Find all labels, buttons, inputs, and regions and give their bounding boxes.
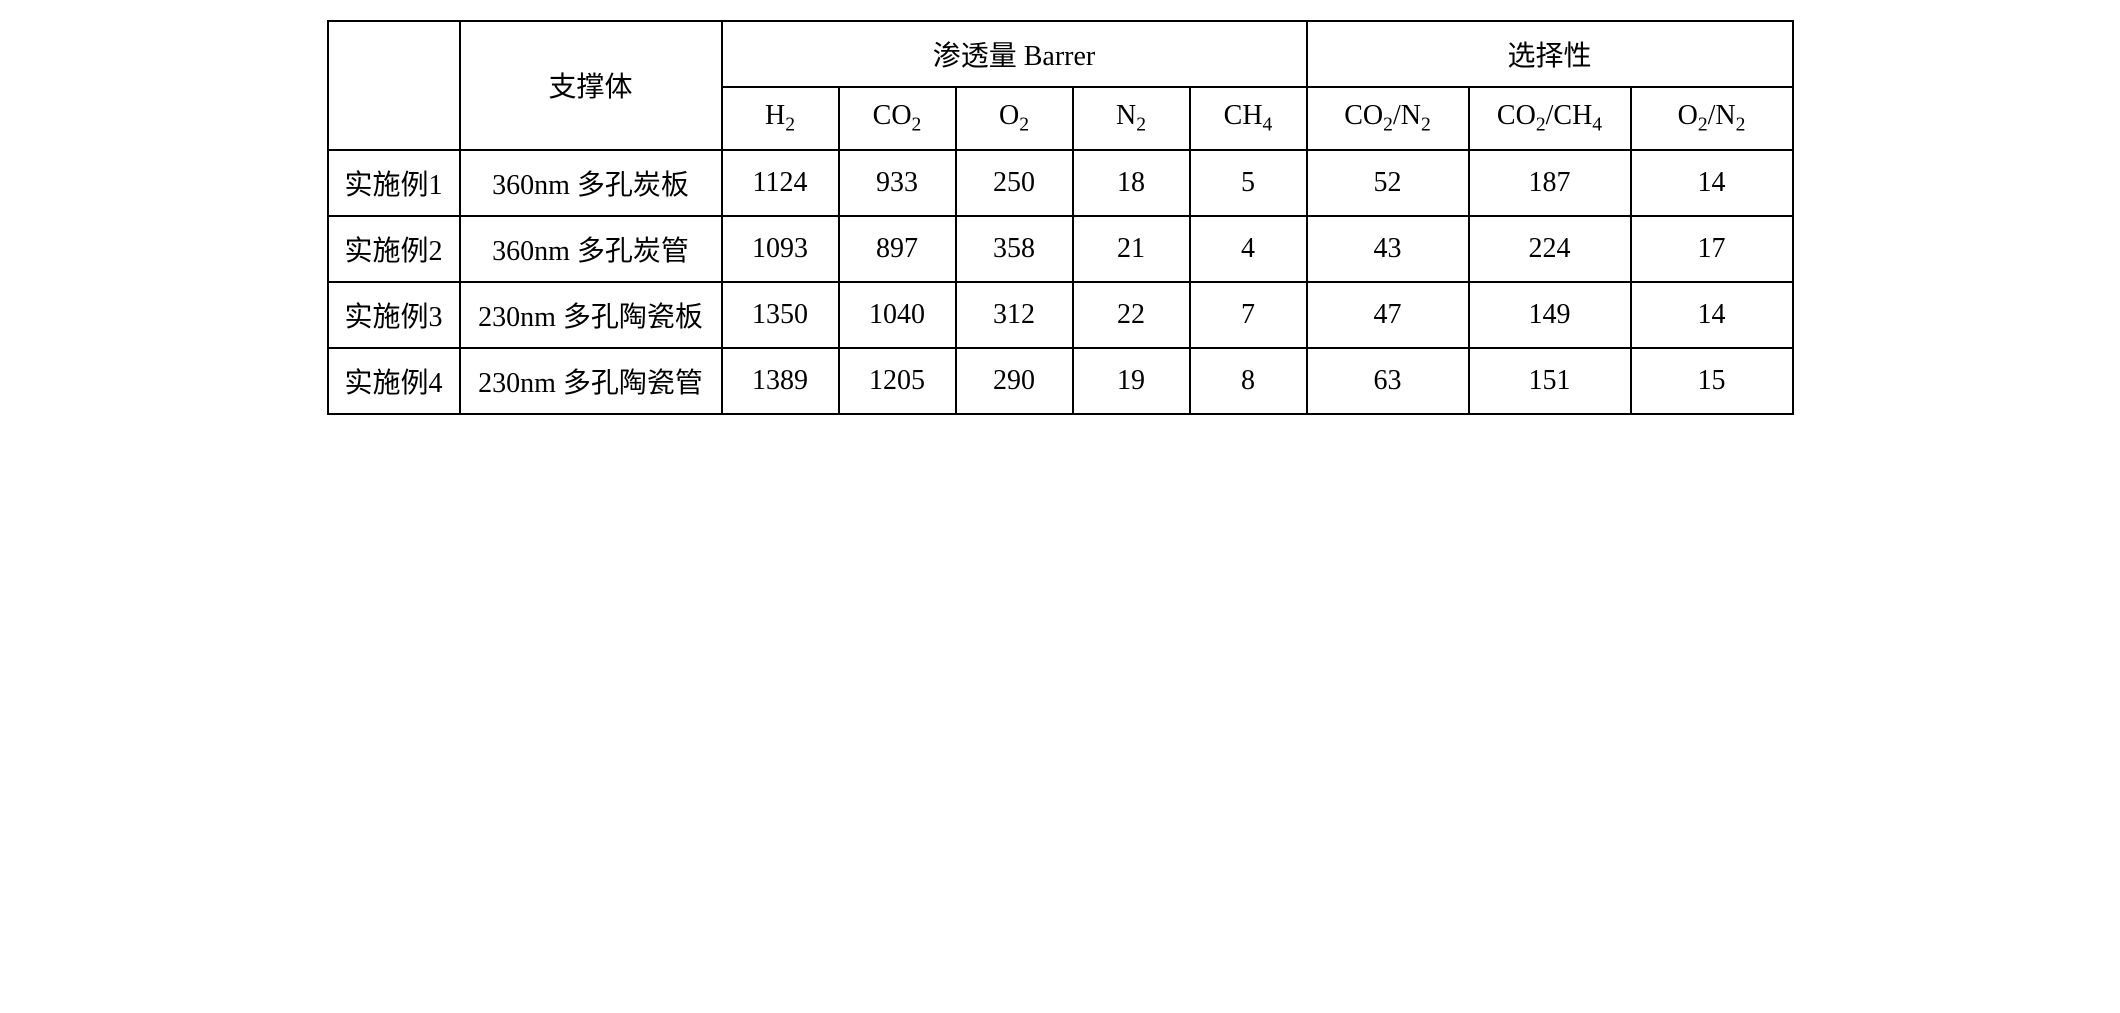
cell-h2: 1389 — [722, 348, 839, 414]
cell-h2: 1093 — [722, 216, 839, 282]
cell-o2: 312 — [956, 282, 1073, 348]
cell-co2: 933 — [839, 150, 956, 216]
cell-o2: 358 — [956, 216, 1073, 282]
cell-co2-n2: 47 — [1307, 282, 1469, 348]
table-head: 支撑体 渗透量 Barrer 选择性 H2 CO2 O2 N2 CH4 CO2/… — [328, 21, 1793, 150]
cell-o2-n2: 14 — [1631, 282, 1793, 348]
header-permeability-group: 渗透量 Barrer — [722, 21, 1307, 87]
header-support: 支撑体 — [460, 21, 722, 150]
header-row-1: 支撑体 渗透量 Barrer 选择性 — [328, 21, 1793, 87]
row-label: 实施例4 — [328, 348, 460, 414]
row-label: 实施例2 — [328, 216, 460, 282]
row-label: 实施例1 — [328, 150, 460, 216]
cell-co2: 1040 — [839, 282, 956, 348]
table-body: 实施例1 360nm 多孔炭板 1124 933 250 18 5 52 187… — [328, 150, 1793, 414]
cell-n2: 19 — [1073, 348, 1190, 414]
cell-ch4: 4 — [1190, 216, 1307, 282]
row-support: 360nm 多孔炭管 — [460, 216, 722, 282]
row-support: 230nm 多孔陶瓷板 — [460, 282, 722, 348]
cell-co2: 1205 — [839, 348, 956, 414]
row-support: 360nm 多孔炭板 — [460, 150, 722, 216]
cell-o2-n2: 17 — [1631, 216, 1793, 282]
header-o2: O2 — [956, 87, 1073, 150]
cell-o2: 290 — [956, 348, 1073, 414]
header-n2: N2 — [1073, 87, 1190, 150]
cell-co2-ch4: 151 — [1469, 348, 1631, 414]
cell-n2: 21 — [1073, 216, 1190, 282]
table-row: 实施例2 360nm 多孔炭管 1093 897 358 21 4 43 224… — [328, 216, 1793, 282]
cell-o2-n2: 15 — [1631, 348, 1793, 414]
header-h2: H2 — [722, 87, 839, 150]
data-table: 支撑体 渗透量 Barrer 选择性 H2 CO2 O2 N2 CH4 CO2/… — [327, 20, 1794, 415]
cell-ch4: 5 — [1190, 150, 1307, 216]
cell-ch4: 8 — [1190, 348, 1307, 414]
header-selectivity-group: 选择性 — [1307, 21, 1793, 87]
cell-co2-ch4: 187 — [1469, 150, 1631, 216]
header-o2-n2: O2/N2 — [1631, 87, 1793, 150]
header-co2-ch4: CO2/CH4 — [1469, 87, 1631, 150]
cell-co2-ch4: 224 — [1469, 216, 1631, 282]
header-co2: CO2 — [839, 87, 956, 150]
cell-n2: 22 — [1073, 282, 1190, 348]
cell-ch4: 7 — [1190, 282, 1307, 348]
header-ch4: CH4 — [1190, 87, 1307, 150]
table-row: 实施例4 230nm 多孔陶瓷管 1389 1205 290 19 8 63 1… — [328, 348, 1793, 414]
table-row: 实施例3 230nm 多孔陶瓷板 1350 1040 312 22 7 47 1… — [328, 282, 1793, 348]
row-support: 230nm 多孔陶瓷管 — [460, 348, 722, 414]
cell-co2-n2: 52 — [1307, 150, 1469, 216]
cell-h2: 1124 — [722, 150, 839, 216]
cell-co2-n2: 63 — [1307, 348, 1469, 414]
cell-o2: 250 — [956, 150, 1073, 216]
cell-o2-n2: 14 — [1631, 150, 1793, 216]
cell-co2-n2: 43 — [1307, 216, 1469, 282]
row-label: 实施例3 — [328, 282, 460, 348]
cell-n2: 18 — [1073, 150, 1190, 216]
table-row: 实施例1 360nm 多孔炭板 1124 933 250 18 5 52 187… — [328, 150, 1793, 216]
cell-h2: 1350 — [722, 282, 839, 348]
cell-co2-ch4: 149 — [1469, 282, 1631, 348]
header-co2-n2: CO2/N2 — [1307, 87, 1469, 150]
header-blank — [328, 21, 460, 150]
cell-co2: 897 — [839, 216, 956, 282]
